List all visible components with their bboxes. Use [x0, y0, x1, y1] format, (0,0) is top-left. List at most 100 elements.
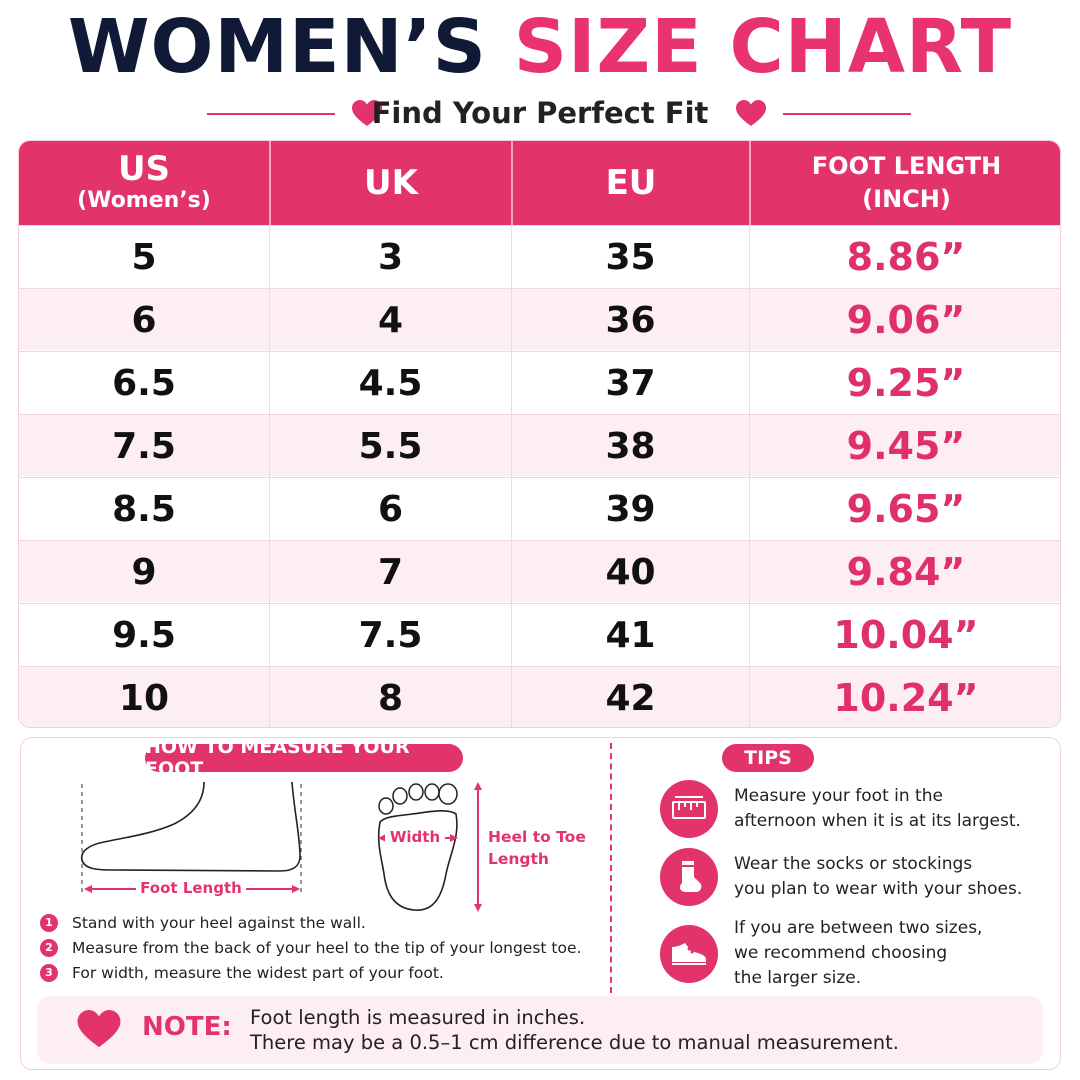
step-item: 1 Stand with your heel against the wall. — [40, 910, 600, 935]
cell-eu: 39 — [511, 478, 749, 540]
tip-line: we recommend choosing — [734, 943, 948, 963]
cell-us: 5 — [131, 236, 157, 278]
header-us-sub: (Women’s) — [77, 188, 211, 213]
tip-item: If you are between two sizes, we recomme… — [660, 916, 1040, 991]
heart-icon — [77, 1010, 121, 1048]
cell-eu: 38 — [511, 415, 749, 477]
foot-length-label: Foot Length — [136, 879, 246, 899]
title-part-1: WOMEN’S — [67, 4, 487, 90]
cell-uk: 7 — [269, 541, 511, 603]
tip-line: Wear the socks or stockings — [734, 854, 973, 874]
shoe-icon — [660, 924, 718, 983]
cell-us: 9.5 — [112, 614, 176, 656]
step-item: 3 For width, measure the widest part of … — [40, 960, 600, 985]
cell-eu: 41 — [511, 604, 749, 666]
cell-uk: 4 — [269, 289, 511, 351]
cell-us: 6.5 — [112, 362, 176, 404]
table-row: 6 4 36 9.06” — [19, 288, 1060, 351]
cell-uk: 6 — [269, 478, 511, 540]
header-eu-label: EU — [605, 163, 657, 203]
note-line: There may be a 0.5–1 cm difference due t… — [250, 1031, 900, 1054]
cell-us: 9 — [131, 551, 157, 593]
table-row: 5 3 35 8.86” — [19, 225, 1060, 288]
cell-foot-length: 9.45” — [749, 415, 1060, 477]
heel-to-toe-line2: Length — [488, 850, 549, 868]
tip-line: If you are between two sizes, — [734, 918, 983, 938]
step-item: 2 Measure from the back of your heel to … — [40, 935, 600, 960]
step-text: Stand with your heel against the wall. — [72, 913, 366, 932]
heel-to-toe-line1: Heel to Toe — [488, 828, 586, 846]
step-number: 3 — [40, 963, 58, 982]
page-title: WOMEN’S SIZE CHART — [0, 4, 1080, 90]
table-row: 9.5 7.5 41 10.04” — [19, 603, 1060, 666]
step-number: 2 — [40, 938, 58, 957]
note-label: NOTE: — [142, 1012, 232, 1042]
subtitle-row: Find Your Perfect Fit — [0, 92, 1080, 136]
tip-text: Measure your foot in the afternoon when … — [734, 784, 1021, 834]
cell-foot-length: 9.65” — [749, 478, 1060, 540]
cell-us: 10 — [118, 677, 170, 719]
heart-icon — [736, 100, 766, 126]
header-foot-length: FOOT LENGTH (INCH) — [749, 141, 1060, 225]
subtitle-rule-right — [783, 113, 911, 115]
width-label: Width — [385, 828, 445, 848]
cell-uk: 7.5 — [269, 604, 511, 666]
tip-text: If you are between two sizes, we recomme… — [734, 916, 982, 991]
cell-uk: 8 — [269, 667, 511, 727]
tip-item: Measure your foot in the afternoon when … — [660, 780, 1040, 838]
cell-foot-length: 10.24” — [749, 667, 1060, 727]
tip-line: the larger size. — [734, 968, 862, 988]
cell-foot-length: 9.06” — [749, 289, 1060, 351]
title-part-2: SIZE CHART — [513, 4, 1013, 90]
tips-heading: TIPS — [722, 744, 814, 772]
cell-us: 7.5 — [112, 425, 176, 467]
cell-uk: 4.5 — [269, 352, 511, 414]
foot-side-illustration — [80, 781, 302, 896]
cell-foot-length: 10.04” — [749, 604, 1060, 666]
note-line: Foot length is measured in inches. — [250, 1006, 586, 1029]
measure-heading: HOW TO MEASURE YOUR FOOT — [145, 736, 463, 780]
tip-line: Measure your foot in the — [734, 786, 943, 806]
header-us-label: US — [117, 149, 171, 189]
measure-steps: 1 Stand with your heel against the wall.… — [40, 910, 600, 985]
table-row: 6.5 4.5 37 9.25” — [19, 351, 1060, 414]
subtitle-rule-left — [207, 113, 335, 115]
cell-foot-length: 8.86” — [749, 226, 1060, 288]
foot-top-illustration — [377, 782, 482, 912]
header-us: US (Women’s) — [19, 141, 269, 225]
tip-text: Wear the socks or stockings you plan to … — [734, 852, 1022, 902]
tip-line: you plan to wear with your shoes. — [734, 879, 1023, 899]
table-header: US (Women’s) UK EU FOOT LENGTH (INCH) — [19, 141, 1060, 225]
cell-eu: 37 — [511, 352, 749, 414]
table-row: 7.5 5.5 38 9.45” — [19, 414, 1060, 477]
sock-icon — [660, 848, 718, 906]
cell-eu: 42 — [511, 667, 749, 727]
heel-to-toe-label: Heel to Toe Length — [488, 826, 586, 870]
note-text: Foot length is measured in inches. There… — [250, 1005, 899, 1055]
table-row: 9 7 40 9.84” — [19, 540, 1060, 603]
size-table: US (Women’s) UK EU FOOT LENGTH (INCH) 5 3… — [18, 140, 1061, 728]
header-eu: EU — [511, 141, 749, 225]
header-foot-length-line1: FOOT LENGTH — [811, 152, 1002, 180]
cell-eu: 36 — [511, 289, 749, 351]
page-subtitle: Find Your Perfect Fit — [371, 96, 709, 130]
heart-icon — [352, 100, 382, 126]
header-uk: UK — [269, 141, 511, 225]
cell-foot-length: 9.84” — [749, 541, 1060, 603]
step-text: For width, measure the widest part of yo… — [72, 963, 444, 982]
step-text: Measure from the back of your heel to th… — [72, 938, 582, 957]
tip-item: Wear the socks or stockings you plan to … — [660, 848, 1040, 906]
panel-divider — [610, 743, 612, 993]
cell-eu: 35 — [511, 226, 749, 288]
ruler-icon — [660, 780, 718, 838]
header-foot-length-line2: (INCH) — [862, 185, 951, 213]
cell-eu: 40 — [511, 541, 749, 603]
tip-line: afternoon when it is at its largest. — [734, 811, 1021, 831]
cell-uk: 3 — [269, 226, 511, 288]
cell-us: 8.5 — [112, 488, 176, 530]
cell-us: 6 — [131, 299, 157, 341]
table-row: 10 8 42 10.24” — [19, 666, 1060, 727]
table-row: 8.5 6 39 9.65” — [19, 477, 1060, 540]
cell-foot-length: 9.25” — [749, 352, 1060, 414]
header-uk-label: UK — [364, 163, 418, 203]
